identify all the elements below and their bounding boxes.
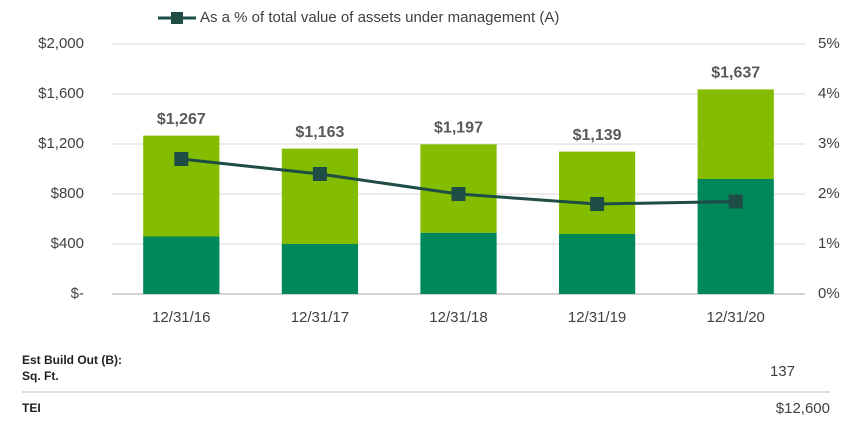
bar-segment (558, 151, 636, 234)
y-tick-label: $- (71, 285, 84, 302)
bar-segment (143, 135, 220, 237)
y-tick-label: $400 (51, 235, 84, 252)
y2-tick-label: 3% (818, 135, 840, 152)
total-label: $1,163 (295, 124, 344, 141)
line-marker (174, 152, 189, 166)
y-tick-label: $1,200 (38, 135, 84, 152)
line-marker (728, 194, 743, 209)
line-marker (451, 187, 466, 201)
row-label: Sq. Ft. (22, 369, 59, 383)
legend-swatch-marker (171, 12, 183, 24)
bar-segment (558, 234, 636, 294)
x-tick-label: 12/31/17 (291, 309, 349, 326)
row-label: TEI (22, 401, 41, 415)
line-marker (590, 197, 605, 211)
x-tick-label: 12/31/18 (429, 309, 487, 326)
y2-tick-label: 2% (818, 185, 840, 202)
x-tick-label: 12/31/16 (152, 309, 210, 326)
y2-tick-label: 1% (818, 235, 840, 252)
y-tick-label: $1,600 (38, 85, 84, 102)
total-label: $1,197 (434, 120, 483, 137)
y2-tick-label: 4% (818, 85, 840, 102)
x-tick-label: 12/31/20 (707, 309, 765, 326)
bar-segment (281, 148, 359, 244)
y2-tick-label: 5% (818, 35, 840, 52)
line-marker (312, 167, 327, 181)
row-value: 137 (770, 363, 795, 380)
table-heading: Est Build Out (B): (22, 353, 122, 367)
bar-segment (143, 236, 220, 294)
bar-segment (420, 232, 497, 294)
legend-label: As a % of total value of assets under ma… (200, 9, 559, 26)
bar-segment (281, 244, 359, 294)
y-tick-label: $2,000 (38, 35, 84, 52)
bar-segment (697, 89, 774, 179)
total-label: $1,637 (711, 65, 760, 82)
total-label: $1,267 (157, 111, 206, 128)
y2-tick-label: 0% (818, 285, 840, 302)
y-tick-label: $800 (51, 185, 84, 202)
x-tick-label: 12/31/19 (568, 309, 626, 326)
row-value: $12,600 (776, 400, 830, 417)
total-label: $1,139 (573, 127, 622, 144)
